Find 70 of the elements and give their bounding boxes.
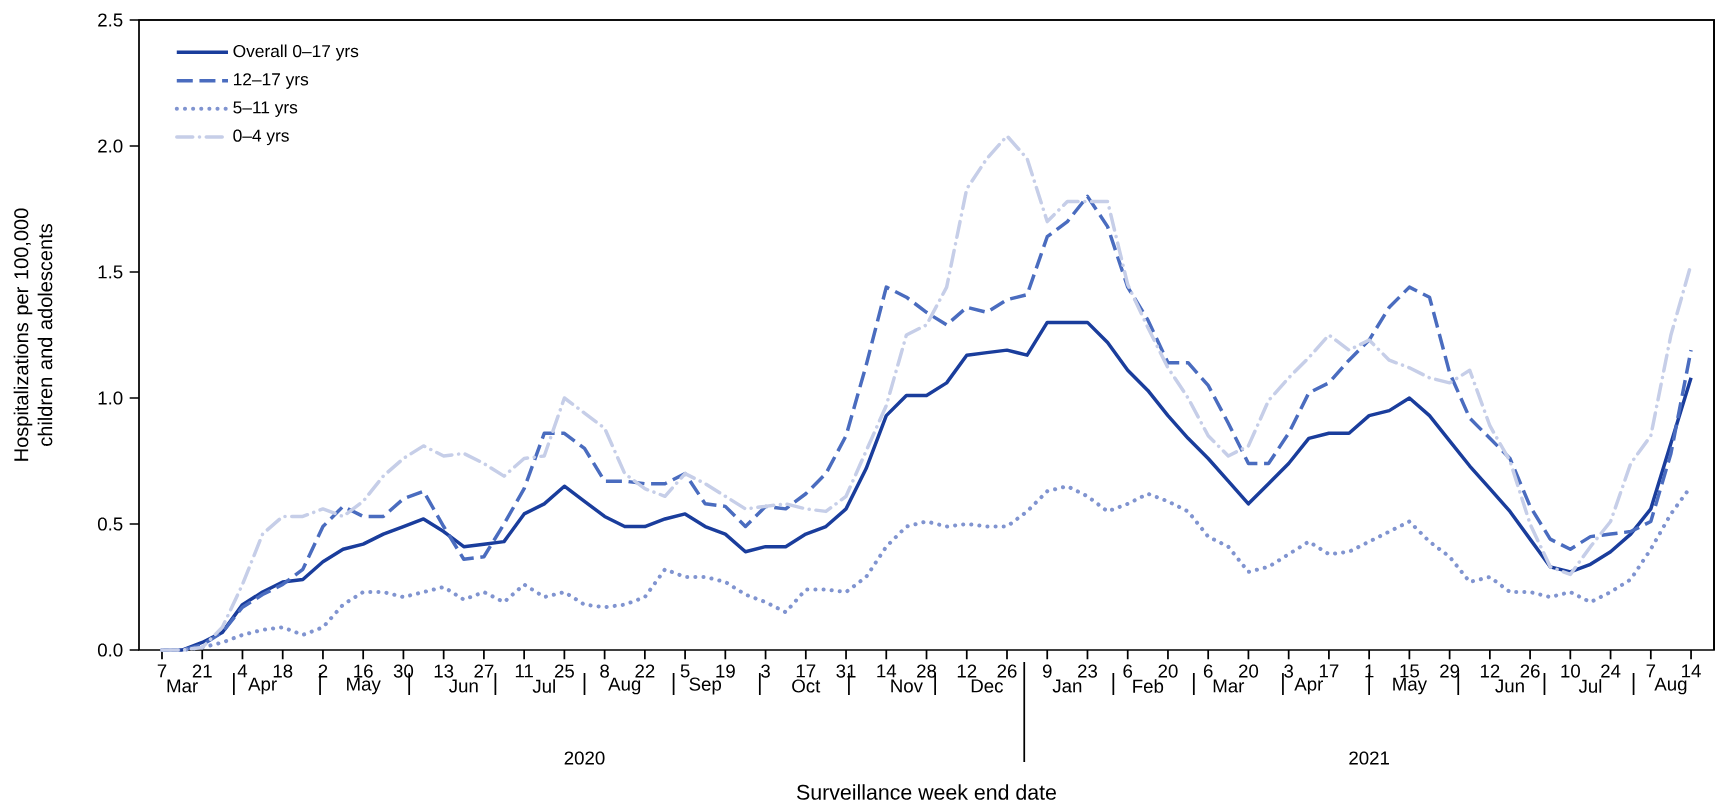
text: Mar [1213, 679, 1245, 693]
y-tick-label: 1.0 [98, 391, 123, 405]
legend-label: 5–11 yrs [233, 101, 298, 117]
text: 2021 [1349, 751, 1389, 765]
y-tick-label: 0.5 [97, 517, 123, 531]
x-tick-label: 5 [680, 664, 690, 678]
x-tick-label: 26 [997, 664, 1017, 678]
x-axis-title: Surveillance week end date [797, 784, 1056, 800]
x-tick-label: 30 [393, 664, 414, 678]
legend-label: Overall 0–17 yrs [233, 44, 359, 61]
x-tick-label: 2 [318, 664, 328, 678]
text: Jul [532, 679, 555, 693]
x-tick-label: 15 [1400, 664, 1419, 678]
text: May [1393, 677, 1427, 695]
x-tick-label: 20 [1238, 664, 1259, 678]
x-tick-label: 14 [1682, 664, 1701, 678]
text: Aug [1654, 677, 1687, 695]
x-tick-label: 14 [877, 664, 897, 678]
x-tick-label: 11 [515, 664, 533, 678]
x-tick-label: 26 [1520, 664, 1540, 678]
x-tick-label: 7 [157, 664, 167, 678]
y-tick-label: 2.5 [98, 13, 123, 27]
x-tick-label: 12 [1480, 664, 1500, 678]
x-tick-label: 28 [917, 664, 937, 678]
x-tick-label: 6 [1203, 664, 1213, 678]
x-tick-label: 22 [635, 664, 655, 678]
x-tick-label: 17 [796, 664, 816, 678]
text: Feb [1133, 679, 1164, 693]
text: Nov [891, 679, 923, 693]
legend-label: 0–4 yrs [233, 129, 289, 146]
text: Apr [248, 677, 277, 695]
x-tick-label: 7 [1646, 664, 1656, 678]
text: Jan [1052, 679, 1082, 693]
x-tick-label: 18 [273, 664, 293, 678]
text: May [347, 677, 381, 695]
text: Jul [1578, 679, 1602, 693]
x-tick-label: 10 [1561, 664, 1580, 678]
x-tick-label: 21 [192, 664, 212, 678]
x-tick-label: 20 [1158, 664, 1178, 678]
x-tick-label: 29 [1440, 664, 1460, 678]
text: Apr [1294, 677, 1324, 695]
x-tick-label: 3 [761, 664, 770, 678]
x-tick-label: 13 [434, 664, 454, 678]
legend-label: 12–17 yrs [233, 73, 309, 89]
x-tick-label: 23 [1078, 664, 1098, 678]
x-tick-label: 9 [1042, 664, 1052, 678]
y-tick-label: 0.0 [97, 643, 123, 657]
x-tick-label: 6 [1123, 664, 1133, 678]
text: Mar [167, 679, 198, 693]
text: Oct [792, 679, 821, 693]
y-axis-title: Hospitalizations per 100,000 children and adolescents [13, 208, 53, 461]
text: Sep [689, 677, 722, 695]
y-tick-label: 1.5 [98, 265, 123, 279]
x-tick-label: 4 [237, 664, 248, 678]
x-tick-label: 24 [1601, 664, 1621, 678]
x-tick-label: 8 [600, 664, 609, 678]
x-tick-label: 3 [1284, 664, 1294, 678]
x-tick-label: 31 [836, 664, 856, 678]
text: 2020 [564, 751, 605, 765]
x-tick-label: 19 [716, 664, 735, 678]
x-tick-label: 16 [354, 664, 373, 678]
x-tick-label: 12 [957, 664, 977, 678]
text: Jun [449, 679, 478, 693]
text: Aug [608, 677, 641, 695]
text: Jun [1495, 679, 1524, 693]
text: Dec [971, 679, 1003, 693]
x-tick-label: 17 [1319, 664, 1339, 678]
x-tick-label: 25 [554, 664, 574, 678]
y-tick-label: 2.0 [98, 139, 123, 153]
x-tick-label: 27 [474, 664, 494, 678]
